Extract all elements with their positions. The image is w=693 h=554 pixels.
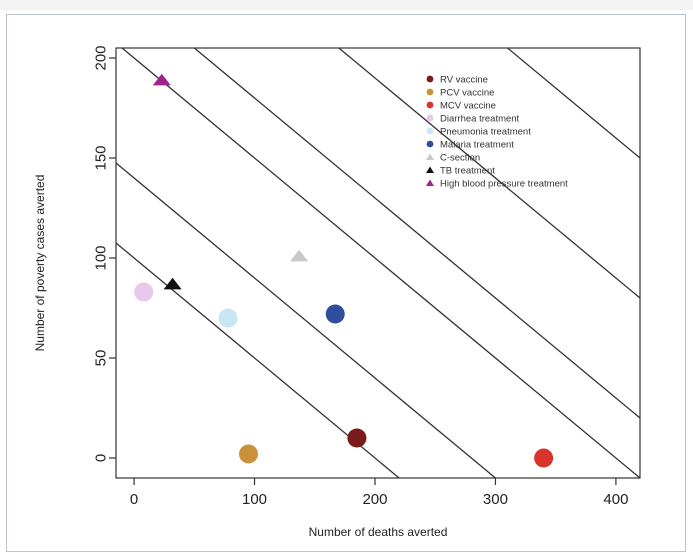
legend-label: RV vaccine [440, 75, 488, 86]
point-malaria-treatment [325, 304, 345, 324]
legend-label: Diarrhea treatment [440, 114, 520, 125]
reference-line-5 [338, 47, 641, 299]
y-tick-label: 50 [92, 350, 109, 367]
data-points [134, 73, 554, 468]
reference-line-4 [193, 47, 641, 419]
point-mcv-vaccine [534, 448, 554, 468]
x-tick-label: 200 [362, 491, 387, 508]
legend-marker [426, 75, 434, 83]
x-axis-title: Number of deaths averted [309, 525, 448, 539]
point-pneumonia-treatment [218, 308, 238, 328]
y-axis-title: Number of poverty cases averted [33, 175, 47, 352]
legend-label: Malaria treatment [440, 140, 514, 151]
legend-marker [426, 127, 434, 135]
legend-label: High blood pressure treatment [440, 179, 568, 190]
legend-marker [426, 179, 434, 186]
legend-label: TB treatment [440, 166, 495, 177]
top-strip [0, 0, 693, 10]
legend-marker [426, 166, 434, 173]
reference-line-3 [121, 47, 641, 479]
y-tick-label: 100 [92, 245, 109, 270]
point-rv-vaccine [347, 428, 367, 448]
y-tick-label: 0 [92, 454, 109, 462]
reference-lines [115, 47, 641, 479]
legend-label: MCV vaccine [440, 101, 496, 112]
y-tick-label: 200 [92, 45, 109, 70]
x-tick-label: 400 [603, 491, 628, 508]
x-tick-label: 100 [242, 491, 267, 508]
figure-frame [6, 14, 686, 552]
y-tick-label: 150 [92, 145, 109, 170]
legend: RV vaccine PCV vaccine MCV vaccine Diarrhea… [426, 75, 568, 190]
y-axis: 0 50 100 150 200 [92, 45, 116, 462]
legend-marker [426, 88, 434, 96]
reference-line-6 [507, 47, 641, 159]
point-pcv-vaccine [239, 444, 259, 464]
point-diarrhea-treatment [134, 282, 154, 302]
x-axis: 0 100 200 300 400 [130, 478, 628, 508]
legend-label: PCV vaccine [440, 88, 494, 99]
plot-area-border [115, 47, 641, 479]
point-tb-treatment [163, 277, 182, 290]
legend-label: Pneumonia treatment [440, 127, 531, 138]
point-c-section [290, 249, 309, 262]
legend-marker [426, 114, 434, 122]
x-tick-label: 300 [483, 491, 508, 508]
legend-marker [426, 101, 434, 109]
legend-marker [426, 140, 434, 148]
reference-line-2 [115, 162, 496, 479]
legend-marker [426, 153, 434, 160]
x-tick-label: 0 [130, 491, 138, 508]
point-high-blood-pressure-treatment [152, 73, 171, 86]
legend-label: C-section [440, 153, 480, 164]
